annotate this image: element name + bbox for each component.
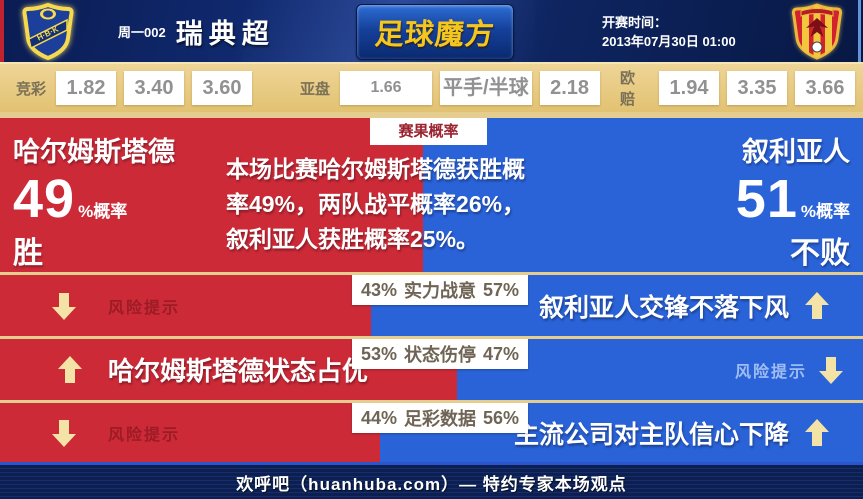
result-probability-section: 赛果概率 哈尔姆斯塔德 49 %概率 胜 本场比赛哈尔姆斯塔德获胜概率49%，两队… (0, 118, 863, 272)
factor-name: 状态伤停 (404, 345, 477, 365)
left-accent-strip (0, 0, 4, 62)
home-factor-percent: 43% (361, 279, 398, 300)
site-logo-text: 足球魔方 (373, 19, 496, 51)
up-arrow-icon (58, 356, 82, 384)
home-risk-note: 风险提示 (52, 403, 180, 462)
home-factor-percent: 44% (361, 407, 398, 428)
site-logo: 足球魔方 (356, 4, 514, 60)
away-team-name: 叙利亚人 (742, 137, 850, 167)
away-risk-note: 风险提示 (735, 339, 843, 400)
factor-row-betting-data: 风险提示 44% 足彩数据 56% 主流公司对主队信心下降 (0, 403, 863, 462)
factor-stat-label: 43% 实力战意 57% (352, 275, 529, 305)
down-arrow-icon (52, 419, 76, 447)
separator (0, 112, 863, 118)
odds-value: 1.94 (659, 71, 719, 105)
separator (0, 272, 863, 275)
away-factor-percent: 57% (483, 279, 520, 300)
away-unbeaten-percent: 51 (735, 169, 798, 229)
factor-message-text: 叙利亚人交锋不落下风 (538, 293, 789, 322)
risk-label: 风险提示 (108, 299, 181, 317)
home-advantage-message: 哈尔姆斯塔德状态占优 (58, 339, 368, 400)
odds-group-label: 竞彩 (16, 80, 47, 98)
kickoff-info: 开赛时间： 2013年07月30日 01:00 (602, 13, 736, 51)
down-arrow-icon (819, 356, 843, 384)
away-outcome: 不败 (790, 237, 850, 270)
up-arrow-icon (805, 292, 829, 320)
odds-value: 3.35 (727, 71, 787, 105)
match-header: H·B·K 周一002 瑞典超 足球魔方 开赛时间： 2013年07月30日 0… (0, 0, 863, 62)
factor-stat-label: 53% 状态伤停 47% (352, 339, 529, 369)
away-factor-percent: 47% (483, 343, 520, 364)
home-win-percent: 49 (13, 169, 76, 229)
odds-value: 1.66 (340, 71, 433, 105)
odds-value: 2.18 (539, 71, 600, 105)
home-team-panel: 哈尔姆斯塔德 49 %概率 胜 (13, 130, 175, 272)
footer-site-link[interactable]: 欢呼吧（huanhuba.com）— 特约专家本场观点 (236, 474, 627, 494)
up-arrow-icon (805, 419, 829, 447)
kickoff-label: 开赛时间： (602, 15, 668, 30)
right-accent-strip (858, 0, 861, 62)
away-team-panel: 叙利亚人 51 %概率 不败 (736, 130, 850, 272)
match-title: 周一002 瑞典超 (118, 0, 275, 62)
factor-row-form: 哈尔姆斯塔德状态占优 53% 状态伤停 47% 风险提示 (0, 339, 863, 400)
away-percent-line: 51 %概率 (736, 172, 850, 226)
factor-name: 实力战意 (404, 281, 477, 301)
home-outcome: 胜 (13, 237, 43, 270)
factor-row-strength: 风险提示 43% 实力战意 57% 叙利亚人交锋不落下风 (0, 275, 863, 336)
risk-label: 风险提示 (734, 363, 807, 381)
odds-group-yapan: 亚盘 1.66 平手/半球 2.18 (300, 64, 608, 112)
factor-stat-label: 44% 足彩数据 56% (352, 403, 529, 433)
away-advantage-message: 主流公司对主队信心下降 (514, 403, 829, 462)
home-risk-note: 风险提示 (52, 275, 180, 336)
away-factor-percent: 56% (483, 407, 520, 428)
match-code: 周一002 (118, 24, 166, 40)
away-team-badge-icon (781, 2, 853, 65)
home-factor-percent: 53% (361, 343, 398, 364)
match-summary-text: 本场比赛哈尔姆斯塔德获胜概率49%，两队战平概率26%，叙利亚人获胜概率25%。 (226, 156, 526, 252)
separator (0, 336, 863, 339)
kickoff-time: 2013年07月30日 01:00 (602, 34, 736, 49)
home-team-badge-icon: H·B·K (12, 2, 84, 65)
odds-group-label: 亚盘 (300, 80, 331, 98)
odds-value: 3.40 (124, 71, 185, 105)
odds-group-jingcai: 竞彩 1.82 3.40 3.60 (16, 64, 260, 112)
away-advantage-message: 叙利亚人交锋不落下风 (539, 275, 829, 336)
factor-message-text: 主流公司对主队信心下降 (513, 420, 789, 449)
site-footer: 欢呼吧（huanhuba.com）— 特约专家本场观点 (0, 462, 863, 499)
home-percent-suffix: %概率 (78, 202, 128, 221)
away-percent-suffix: %概率 (800, 202, 850, 221)
handicap-value: 平手/半球 (440, 71, 532, 105)
factor-message-text: 哈尔姆斯塔德状态占优 (108, 356, 369, 386)
risk-label: 风险提示 (108, 426, 181, 444)
home-percent-line: 49 %概率 (13, 172, 175, 226)
odds-value: 3.66 (795, 71, 855, 105)
result-probability-badge: 赛果概率 (370, 118, 487, 145)
odds-value: 3.60 (192, 71, 253, 105)
odds-value: 1.82 (56, 71, 117, 105)
odds-group-oupei: 欧赔 1.94 3.35 3.66 (620, 64, 863, 112)
separator (0, 400, 863, 403)
down-arrow-icon (52, 292, 76, 320)
league-name: 瑞典超 (175, 18, 275, 49)
odds-group-label: 欧赔 (620, 70, 636, 108)
odds-bar: 竞彩 1.82 3.40 3.60 亚盘 1.66 平手/半球 2.18 欧赔 … (0, 62, 863, 112)
home-probability-area (0, 118, 423, 272)
factor-name: 足彩数据 (404, 409, 477, 429)
home-team-name: 哈尔姆斯塔德 (13, 137, 175, 167)
